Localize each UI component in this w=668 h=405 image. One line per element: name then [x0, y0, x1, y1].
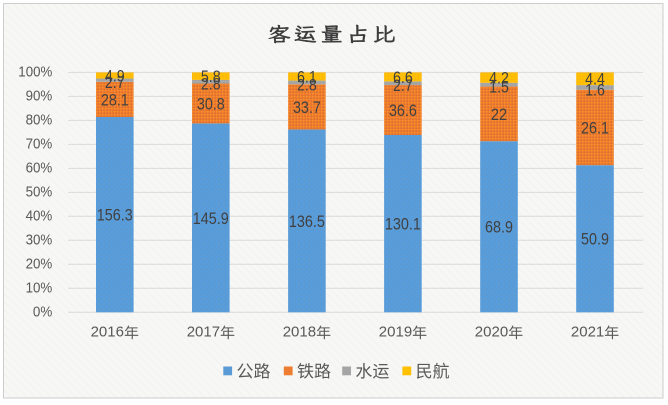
svg-text:2.7: 2.7: [105, 73, 125, 92]
svg-text:10%: 10%: [26, 281, 53, 297]
svg-text:4.4: 4.4: [585, 70, 605, 89]
svg-text:2.8: 2.8: [201, 75, 221, 94]
svg-text:100%: 100%: [18, 65, 52, 81]
svg-text:33.7: 33.7: [293, 98, 321, 117]
svg-text:4.9: 4.9: [105, 66, 125, 85]
svg-text:1.6: 1.6: [585, 80, 605, 99]
svg-text:28.1: 28.1: [101, 90, 129, 109]
svg-text:2020: 2020: [475, 324, 508, 341]
svg-text:20%: 20%: [26, 257, 53, 273]
svg-text:26.1: 26.1: [581, 118, 609, 137]
svg-text:0%: 0%: [33, 305, 52, 321]
svg-text:30%: 30%: [26, 233, 53, 249]
svg-text:2019: 2019: [379, 324, 412, 341]
svg-text:2018: 2018: [283, 324, 316, 341]
svg-text:156.3: 156.3: [97, 206, 133, 225]
svg-text:36.6: 36.6: [389, 101, 417, 120]
svg-text:22: 22: [491, 105, 507, 124]
svg-text:136.5: 136.5: [289, 212, 325, 231]
svg-text:2021: 2021: [571, 324, 604, 341]
svg-text:5.8: 5.8: [201, 67, 221, 86]
svg-text:2.8: 2.8: [297, 75, 317, 94]
svg-text:6.1: 6.1: [297, 67, 317, 86]
svg-text:1.5: 1.5: [489, 78, 509, 97]
svg-text:2017: 2017: [187, 324, 220, 341]
svg-text:68.9: 68.9: [485, 218, 513, 237]
svg-text:30.8: 30.8: [197, 94, 225, 113]
svg-text:80%: 80%: [26, 113, 53, 129]
svg-text:40%: 40%: [26, 209, 53, 225]
svg-text:60%: 60%: [26, 161, 53, 177]
svg-text:70%: 70%: [26, 137, 53, 153]
svg-text:145.9: 145.9: [193, 209, 229, 228]
svg-text:130.1: 130.1: [385, 215, 421, 234]
svg-text:2016: 2016: [91, 324, 124, 341]
svg-text:90%: 90%: [26, 89, 53, 105]
svg-text:6.6: 6.6: [393, 68, 413, 87]
svg-text:50%: 50%: [26, 185, 53, 201]
svg-text:50.9: 50.9: [581, 230, 609, 249]
svg-text:4.2: 4.2: [489, 69, 509, 88]
svg-text:2.7: 2.7: [393, 76, 413, 95]
